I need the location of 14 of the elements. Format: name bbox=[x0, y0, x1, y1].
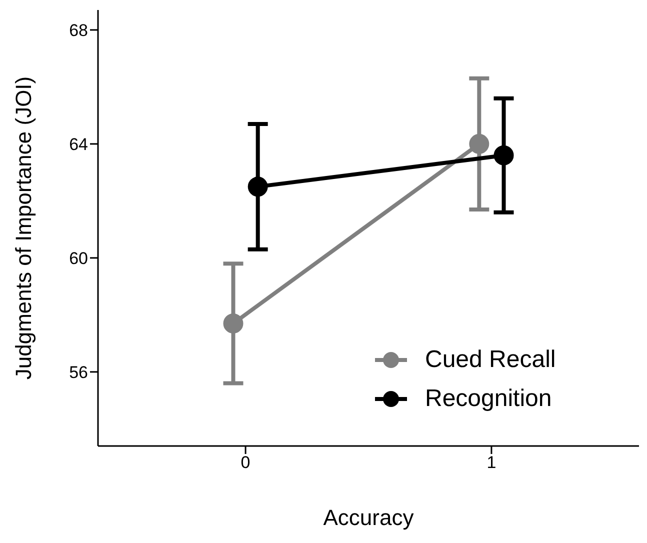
x-tick-label: 0 bbox=[240, 453, 250, 472]
y-tick-label: 64 bbox=[69, 134, 88, 154]
point bbox=[494, 145, 514, 166]
legend-label: Recognition bbox=[425, 384, 552, 412]
y-tick-label: 68 bbox=[69, 20, 88, 40]
point bbox=[248, 176, 268, 197]
y-axis-title: Judgments of Importance (JOI) bbox=[10, 76, 36, 380]
x-tick-label: 1 bbox=[486, 453, 496, 472]
point bbox=[469, 134, 490, 154]
y-tick-label: 60 bbox=[69, 248, 88, 268]
point bbox=[223, 313, 244, 334]
legend-label: Cued Recall bbox=[425, 346, 556, 374]
y-tick-label: 56 bbox=[69, 362, 88, 382]
x-axis-title: Accuracy bbox=[323, 505, 414, 530]
